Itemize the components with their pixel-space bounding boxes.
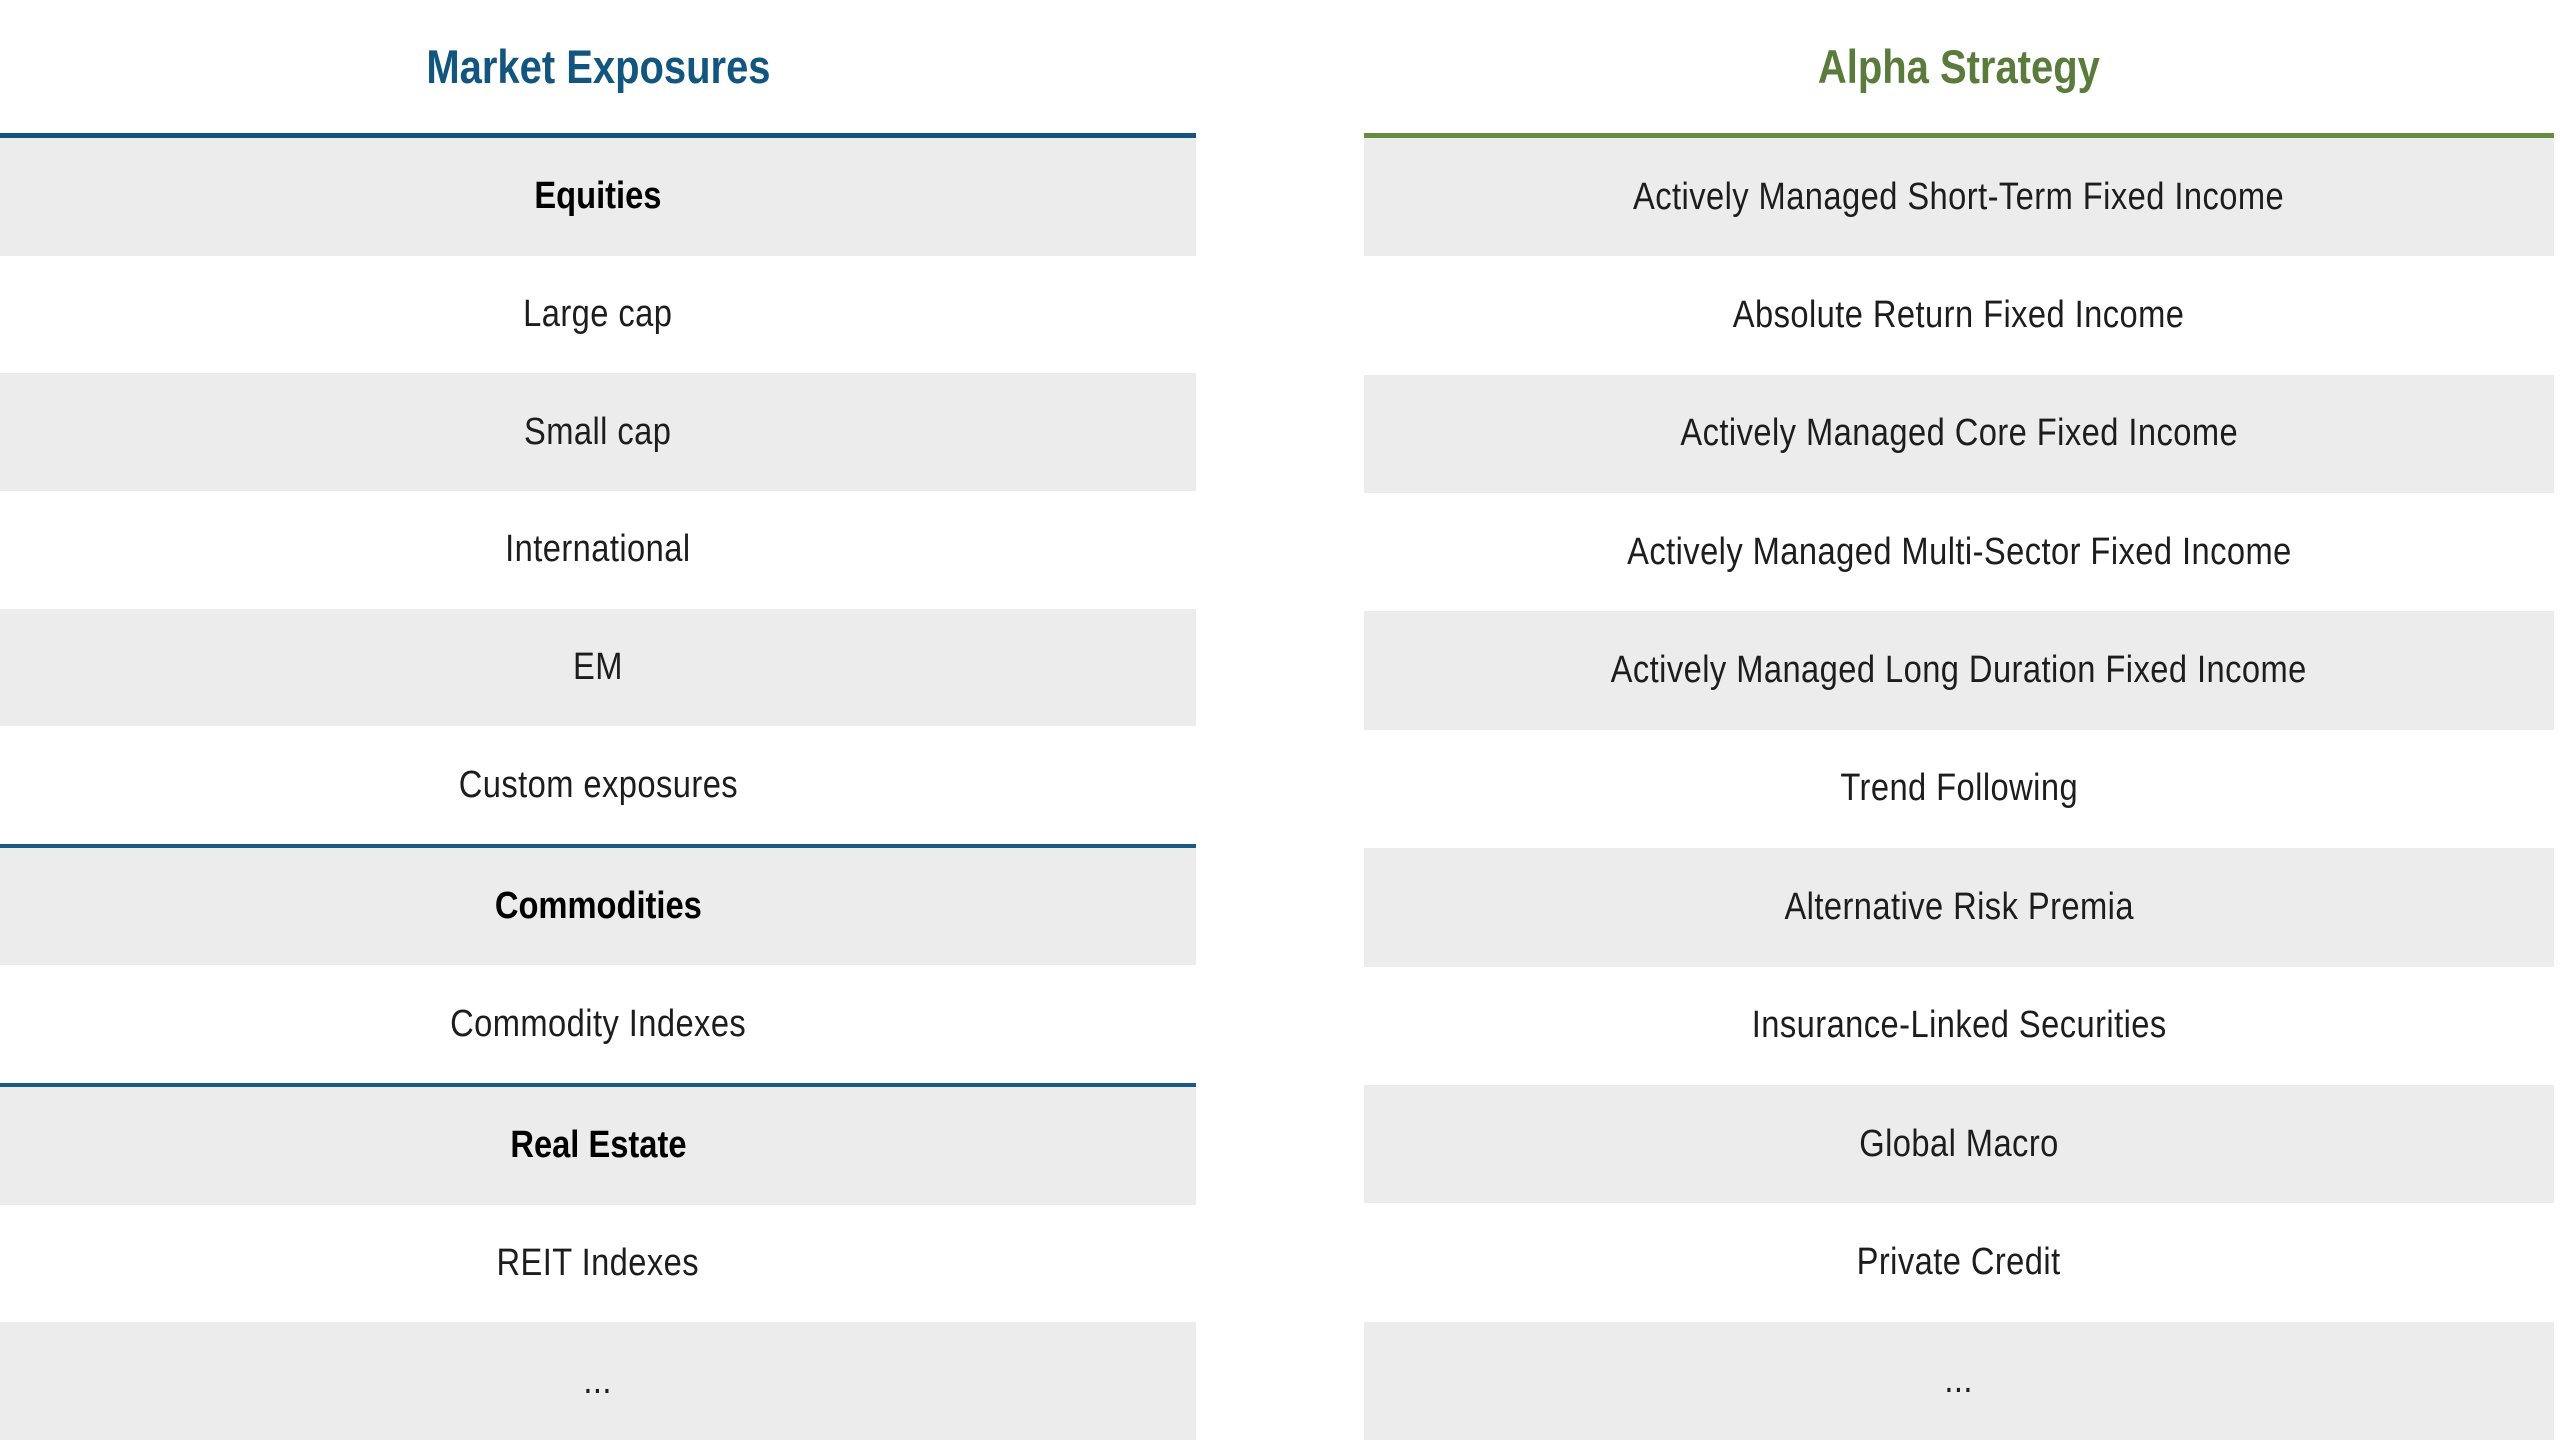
row-equities: Equities: [0, 138, 1196, 256]
alpha-strategy-title: Alpha Strategy: [1818, 40, 2100, 93]
market-exposures-header: Market Exposures: [0, 0, 1196, 133]
market-exposures-accent-line: [0, 133, 1196, 138]
row-private-credit: Private Credit: [1364, 1203, 2554, 1322]
row-core-fixed-income: Actively Managed Core Fixed Income: [1364, 374, 2554, 494]
row-em: EM: [0, 608, 1196, 727]
row-commodity-indexes: Commodity Indexes: [0, 965, 1196, 1084]
row-custom-exposures: Custom exposures: [0, 726, 1196, 844]
row-alpha-ellipsis: ...: [1364, 1321, 2554, 1440]
row-market-ellipsis: ...: [0, 1322, 1196, 1440]
row-global-macro: Global Macro: [1364, 1084, 2554, 1204]
market-exposures-title: Market Exposures: [425, 40, 771, 93]
market-exposures-rows: Equities Large cap Small cap Internation…: [0, 138, 1196, 1440]
row-short-term-fixed-income: Actively Managed Short-Term Fixed Income: [1364, 138, 2554, 257]
market-exposures-table: Market Exposures Equities Large cap Smal…: [0, 0, 1196, 1440]
row-long-duration-fixed-income: Actively Managed Long Duration Fixed Inc…: [1364, 611, 2554, 730]
row-reit-indexes: REIT Indexes: [0, 1204, 1196, 1323]
alpha-strategy-accent-line: [1364, 133, 2554, 138]
alpha-strategy-header: Alpha Strategy: [1364, 0, 2554, 133]
row-commodities: Commodities: [0, 843, 1196, 966]
alpha-strategy-rows: Actively Managed Short-Term Fixed Income…: [1364, 138, 2554, 1440]
row-absolute-return-fixed-income: Absolute Return Fixed Income: [1364, 256, 2554, 375]
row-small-cap: Small cap: [0, 373, 1196, 491]
row-multi-sector-fixed-income: Actively Managed Multi-Sector Fixed Inco…: [1364, 493, 2554, 612]
row-trend-following: Trend Following: [1364, 729, 2554, 849]
row-insurance-linked-securities: Insurance-Linked Securities: [1364, 966, 2554, 1085]
row-alternative-risk-premia: Alternative Risk Premia: [1364, 848, 2554, 967]
row-real-estate: Real Estate: [0, 1083, 1196, 1205]
row-international: International: [0, 490, 1196, 609]
row-large-cap: Large cap: [0, 255, 1196, 374]
alpha-strategy-table: Alpha Strategy Actively Managed Short-Te…: [1364, 0, 2554, 1440]
